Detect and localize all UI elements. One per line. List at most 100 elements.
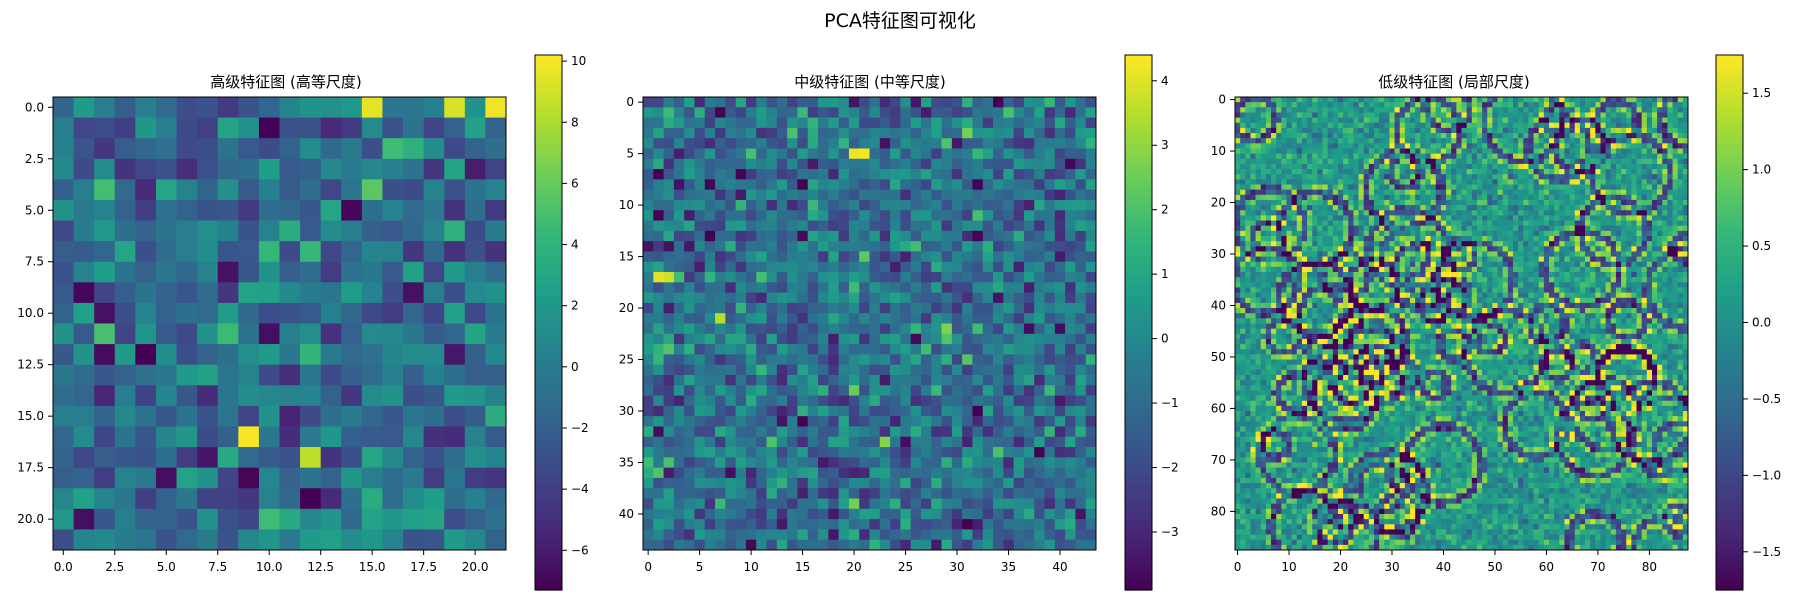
colorbar-tick-label: −3 [1161,525,1179,539]
heatmap-cell [664,365,675,376]
heatmap-cell [664,97,675,108]
heatmap-cell [1003,529,1014,540]
heatmap-cell [1003,426,1014,437]
heatmap-cell [1657,138,1663,144]
heatmap-cell [828,251,839,262]
heatmap-cell [1580,154,1586,160]
heatmap-cell [1559,148,1565,154]
heatmap-cell [1410,133,1416,139]
heatmap-cell [787,148,798,159]
heatmap-cell [1343,221,1349,227]
heatmap-cell [767,262,778,273]
heatmap-cell [1415,133,1421,139]
heatmap-cell [1549,128,1555,134]
heatmap-cell [1405,185,1411,191]
heatmap-cell [1544,205,1550,211]
heatmap-cell [444,138,465,159]
heatmap-cell [942,437,953,448]
heatmap-cell [900,128,911,139]
heatmap-cell [1528,164,1534,170]
heatmap-cell [952,231,963,242]
heatmap-cell [787,179,798,190]
heatmap-cell [1667,112,1673,118]
heatmap-cell [1266,138,1272,144]
heatmap-cell [942,303,953,314]
heatmap-cell [705,509,716,520]
heatmap-cell [870,159,881,170]
heatmap-cell [972,179,983,190]
heatmap-cell [1245,112,1251,118]
heatmap-cell [1292,174,1298,180]
heatmap-cell [1250,138,1256,144]
heatmap-cell [1292,169,1298,175]
heatmap-cell [859,375,870,386]
heatmap-cell [972,221,983,232]
heatmap-cell [444,344,465,365]
y-axis-mid: 0510152025303540 [619,95,643,521]
heatmap-cell [653,385,664,396]
heatmap-cell [818,375,829,386]
heatmap-cell [1240,195,1246,201]
heatmap-cell [1045,262,1056,273]
heatmap-cell [1055,529,1066,540]
heatmap-cell [900,354,911,365]
heatmap-cell [1359,200,1365,206]
heatmap-cell [756,457,767,468]
heatmap-cell [1395,221,1401,227]
heatmap-cell [1446,195,1452,201]
heatmap-cell [1317,107,1323,113]
heatmap-cell [931,148,942,159]
heatmap-cell [1256,112,1262,118]
heatmap-cell [341,118,362,139]
heatmap-cell [1379,215,1385,221]
heatmap-cell [756,540,767,551]
heatmap-cell [259,529,280,550]
heatmap-cell [1492,169,1498,175]
heatmap-cell [1564,148,1570,154]
heatmap-cell [983,478,994,489]
heatmap-cell [1353,159,1359,165]
heatmap-cell [1472,102,1478,108]
heatmap-cell [485,138,506,159]
heatmap-cell [1528,221,1534,227]
heatmap-cell [890,262,901,273]
heatmap-cell [962,272,973,283]
heatmap-cell [1374,107,1380,113]
heatmap-cell [931,231,942,242]
heatmap-cell [931,241,942,252]
heatmap-cell [1441,112,1447,118]
heatmap-cell [1549,185,1555,191]
heatmap-cell [197,488,218,509]
colorbar-segment [535,131,562,136]
heatmap-cell [643,540,654,551]
heatmap-cell [1631,159,1637,165]
heatmap-cell [1554,154,1560,160]
heatmap-cell [1487,215,1493,221]
heatmap-cell [1333,221,1339,227]
heatmap-cell [1564,128,1570,134]
heatmap-cell [1570,128,1576,134]
heatmap-cell [197,468,218,489]
heatmap-cell [1312,133,1318,139]
heatmap-cell [1616,143,1622,149]
heatmap-cell [1348,107,1354,113]
heatmap-cell [1323,174,1329,180]
heatmap-cell [1631,190,1637,196]
heatmap-cell [1250,159,1256,165]
heatmap-cell [1235,226,1241,232]
heatmap-cell [684,426,695,437]
heatmap-cell [1003,385,1014,396]
heatmap-cell [1518,185,1524,191]
heatmap-cell [931,169,942,180]
heatmap-cell [818,200,829,211]
heatmap-cell [808,416,819,427]
heatmap-cell [1652,143,1658,149]
heatmap-cell [1503,159,1509,165]
heatmap-cell [1585,215,1591,221]
heatmap-cell [828,324,839,335]
heatmap-cell [1606,215,1612,221]
heatmap-cell [238,303,259,324]
heatmap-cell [1065,447,1076,458]
colorbar-segment [1125,434,1152,439]
heatmap-cell [870,107,881,118]
